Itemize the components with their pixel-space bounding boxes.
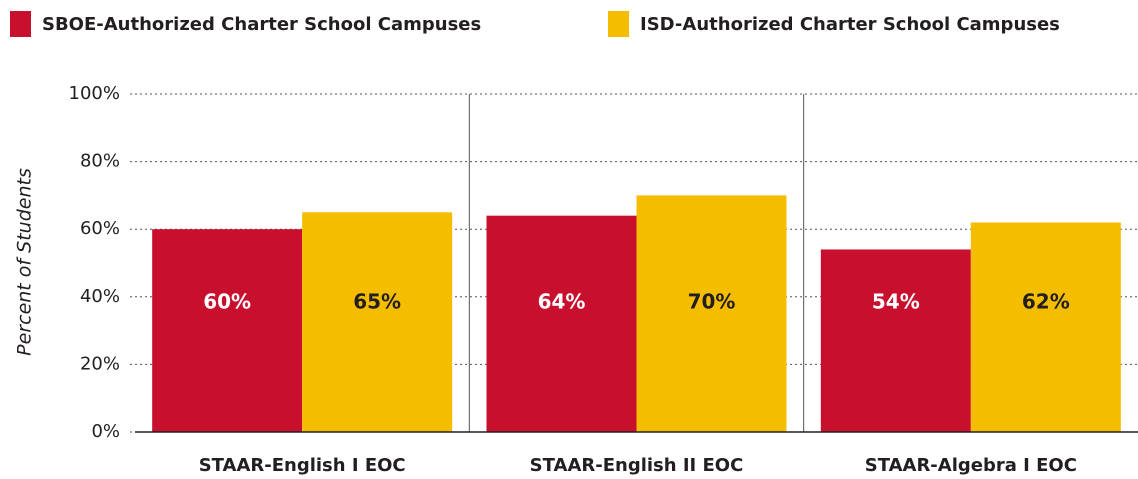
bar	[820, 249, 971, 432]
value-label: 54%	[872, 289, 920, 313]
y-axis-label: Percent of Students	[14, 168, 36, 356]
legend-swatch	[10, 11, 31, 37]
y-tick-label: 20%	[80, 353, 120, 374]
value-label: 70%	[688, 289, 736, 313]
bar	[152, 229, 303, 432]
value-label: 64%	[538, 289, 586, 313]
bar	[970, 222, 1121, 432]
y-tick-label: 100%	[69, 83, 120, 104]
y-tick-label: 40%	[80, 286, 120, 307]
x-tick-label: STAAR-English II EOC	[530, 455, 744, 476]
value-label: 60%	[203, 289, 251, 313]
y-tick-label: 60%	[80, 218, 120, 239]
y-tick-label: 80%	[80, 151, 120, 172]
bar	[486, 215, 637, 432]
x-tick-label: STAAR-Algebra I EOC	[865, 455, 1077, 476]
value-label: 65%	[353, 289, 401, 313]
value-label: 62%	[1022, 289, 1070, 313]
legend-label: SBOE-Authorized Charter School Campuses	[42, 14, 481, 35]
bar	[636, 195, 787, 432]
legend-swatch	[608, 11, 629, 37]
legend-label: ISD-Authorized Charter School Campuses	[640, 14, 1060, 35]
bar	[302, 212, 453, 432]
y-tick-label: 0%	[91, 421, 120, 442]
x-tick-label: STAAR-English I EOC	[199, 455, 406, 476]
